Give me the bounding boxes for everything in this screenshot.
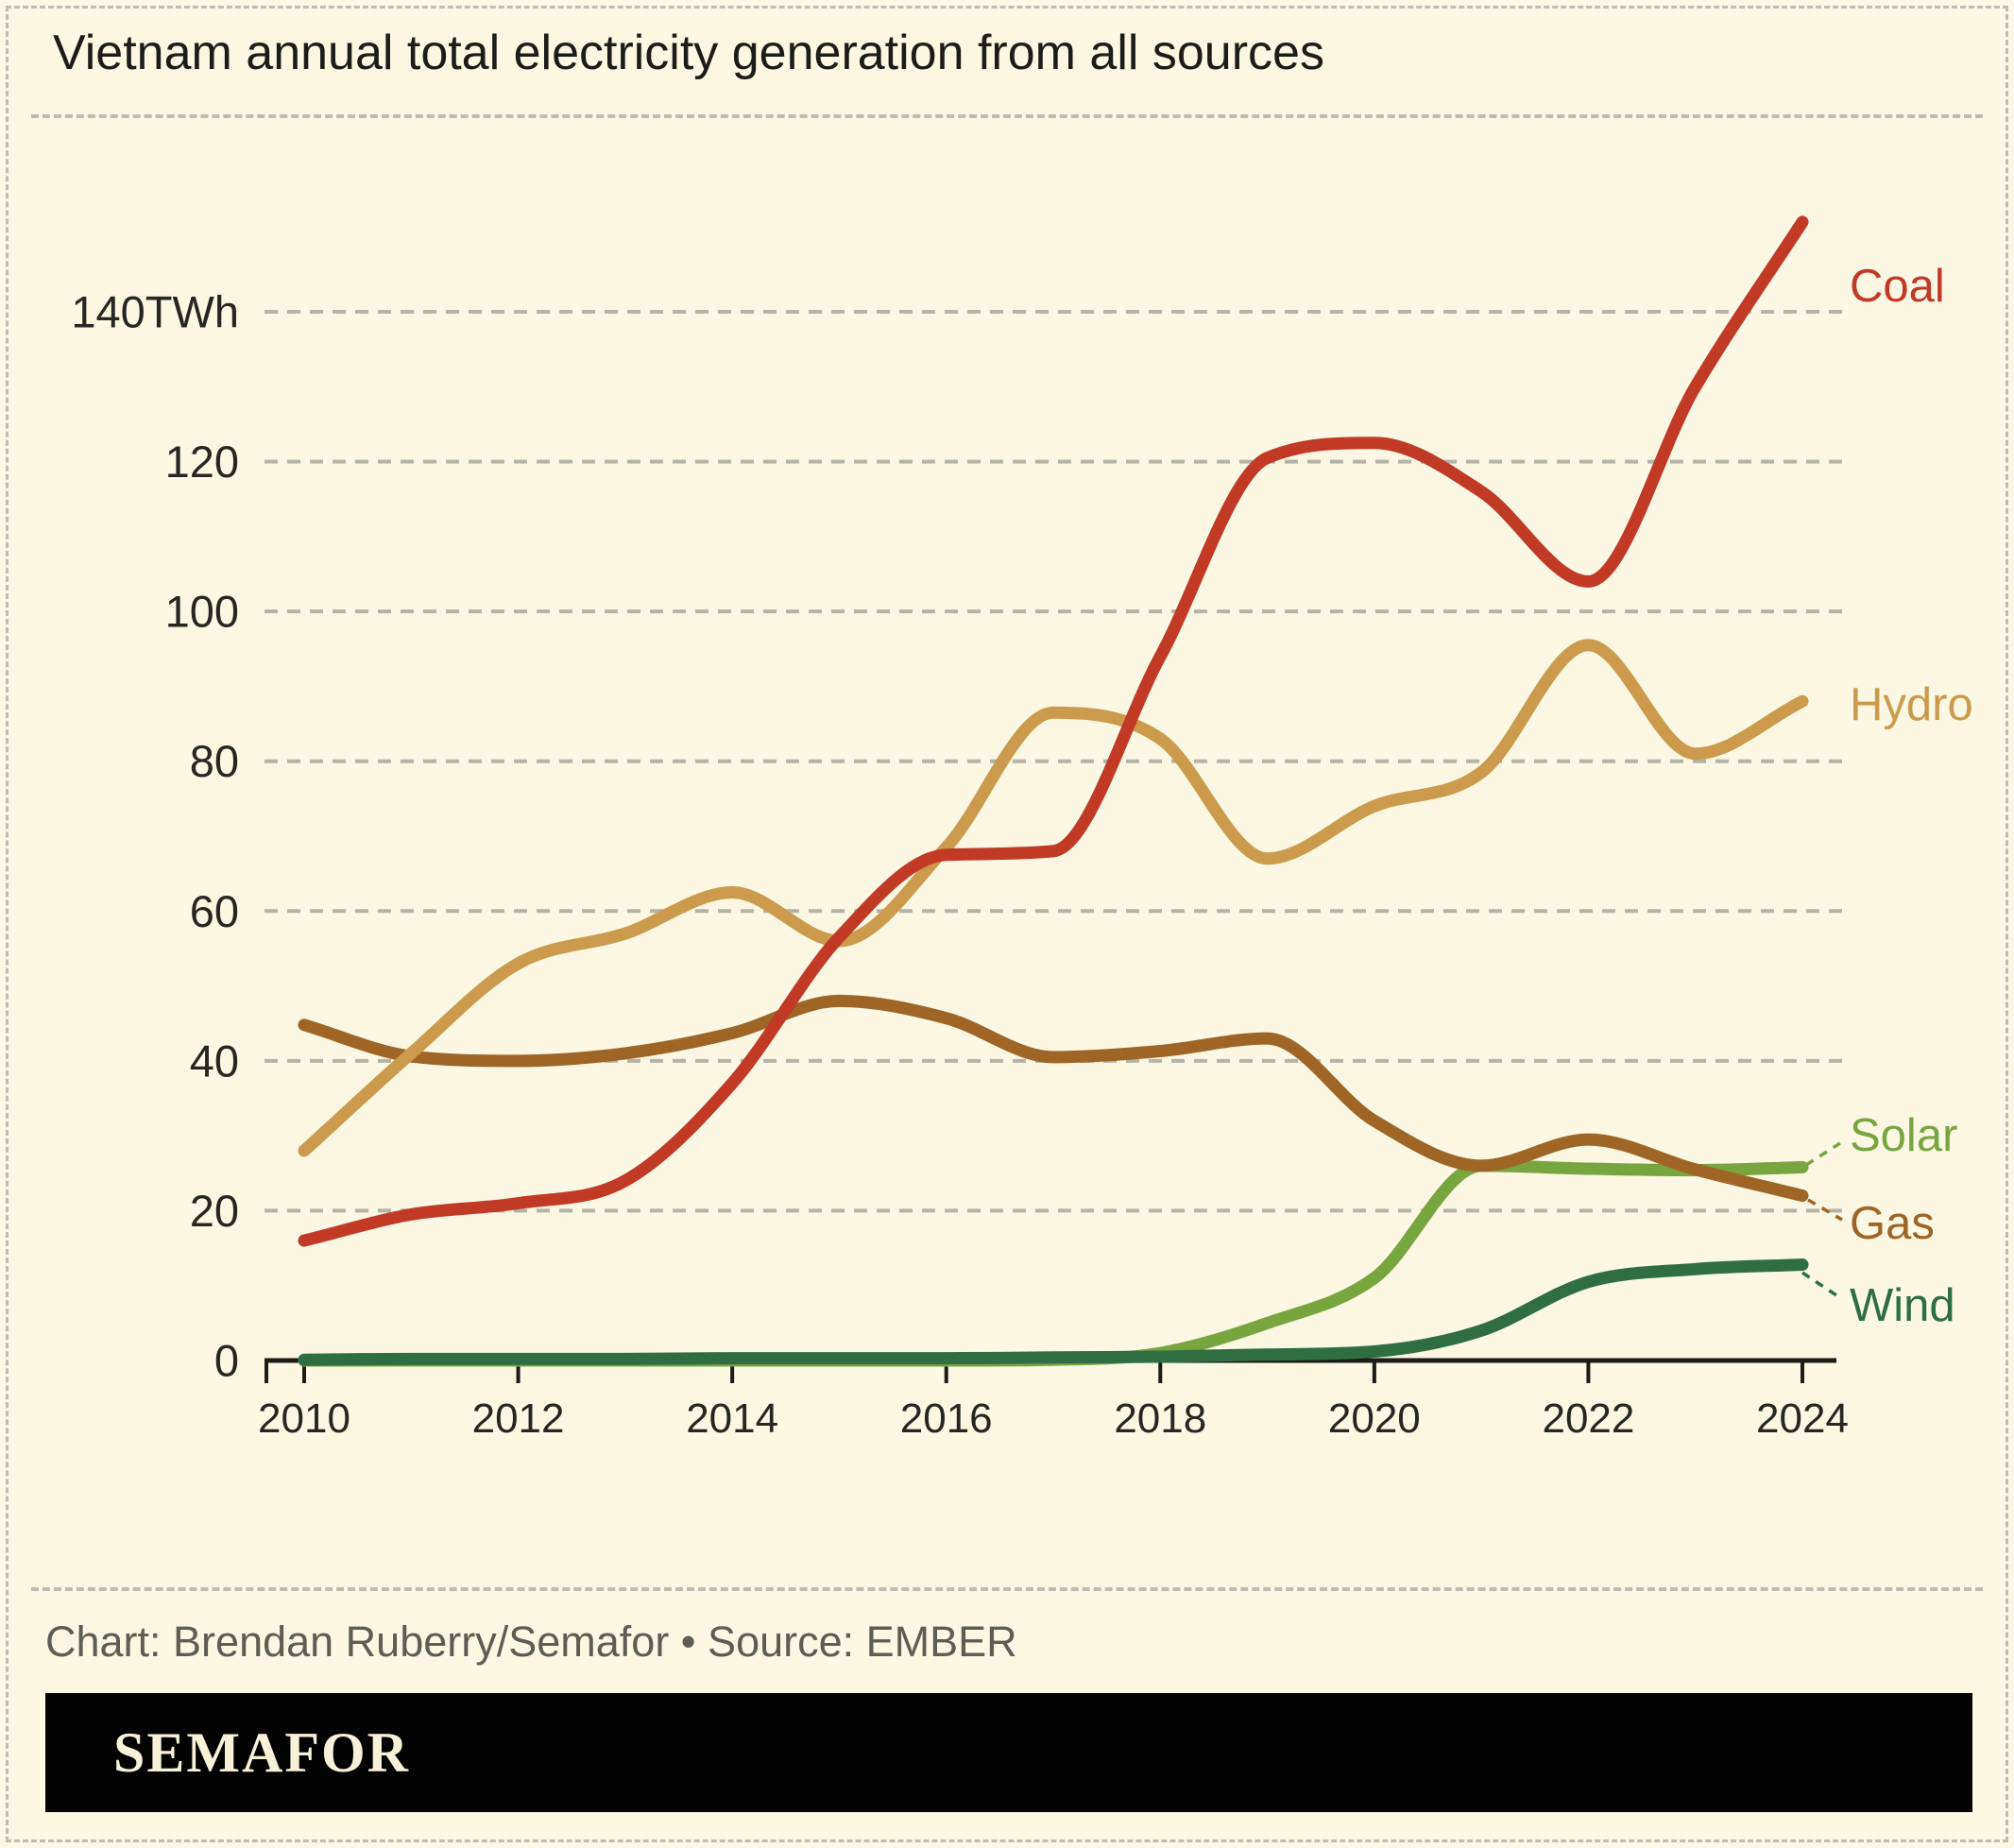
footer-divider (31, 1587, 1983, 1591)
series-label-wind: Wind (1850, 1280, 1955, 1331)
y-axis-label-120: 120 (165, 436, 239, 487)
series-line-coal (298, 215, 1809, 1247)
series-line-wind (298, 1258, 1809, 1366)
y-axis-label-100: 100 (165, 587, 239, 637)
series-label-leader-solar (1805, 1141, 1841, 1167)
series-label-coal: Coal (1850, 261, 1945, 312)
x-axis-label-2018: 2018 (1114, 1395, 1206, 1442)
series-label-solar: Solar (1850, 1110, 1957, 1161)
x-axis-label-2016: 2016 (900, 1395, 993, 1442)
title-divider (31, 114, 1983, 118)
x-axis-label-2020: 2020 (1328, 1395, 1421, 1442)
chart-title: Vietnam annual total electricity generat… (53, 26, 1324, 80)
series-label-leader-gas (1807, 1198, 1843, 1222)
series-label-hydro: Hydro (1850, 679, 1973, 730)
y-axis-label-80: 80 (190, 736, 239, 786)
x-axis-label-2012: 2012 (472, 1395, 565, 1442)
chart-credit: Chart: Brendan Ruberry/Semafor • Source:… (45, 1617, 1017, 1666)
series-label-gas: Gas (1850, 1198, 1935, 1249)
y-axis-label-0: 0 (214, 1336, 239, 1386)
series-line-solar (298, 1159, 1809, 1367)
y-axis-label-60: 60 (190, 886, 239, 936)
x-axis-label-2022: 2022 (1542, 1395, 1634, 1442)
brand-bar: SEMAFOR (45, 1693, 1972, 1812)
series-label-leader-wind (1801, 1271, 1843, 1301)
y-axis-label-20: 20 (190, 1186, 239, 1236)
y-axis-label-40: 40 (190, 1035, 239, 1086)
brand-wordmark: SEMAFOR (113, 1720, 410, 1784)
x-axis-label-2010: 2010 (258, 1395, 350, 1442)
series-line-hydro (298, 639, 1809, 1157)
x-axis-label-2014: 2014 (686, 1395, 778, 1442)
series-line-gas (298, 994, 1809, 1203)
x-axis-label-2024: 2024 (1756, 1395, 1849, 1442)
y-axis-label-140: 140TWh (71, 286, 239, 336)
